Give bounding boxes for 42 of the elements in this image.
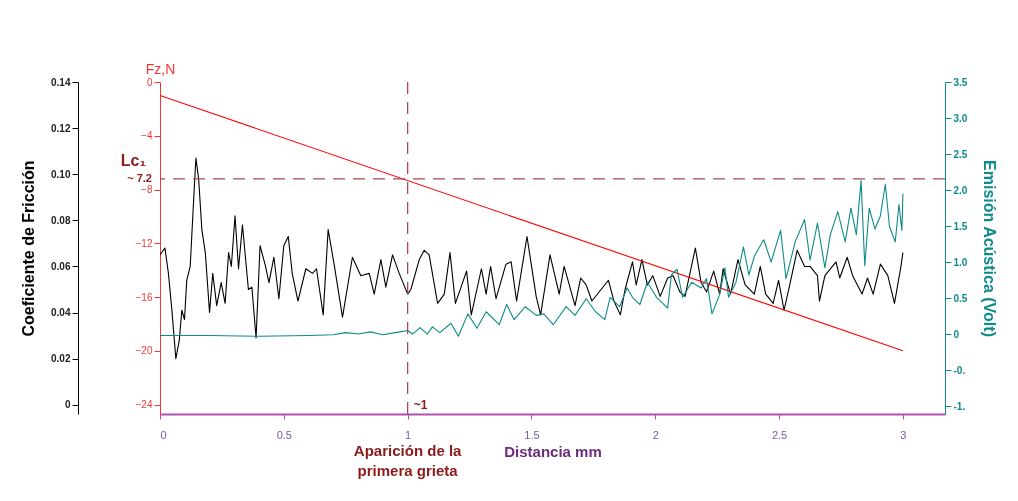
ref-line-label: ~1 xyxy=(413,398,428,412)
y2-axis-title: Fz,N xyxy=(145,60,176,77)
y-tick-label: 0.08 xyxy=(51,214,71,226)
x-tick-label: 2 xyxy=(652,428,659,441)
ref-line-label: Lc₁ xyxy=(120,151,147,169)
y-tick-label: 0.02 xyxy=(51,353,71,365)
x-tick-label: 1.5 xyxy=(524,428,540,441)
line-series xyxy=(160,180,904,337)
y3-tick-label: 1.0 xyxy=(953,256,968,268)
y-tick-label: 0.12 xyxy=(51,122,71,134)
y3-tick-label: 1.5 xyxy=(953,220,968,232)
y3-tick-label: -1. xyxy=(953,400,966,412)
y3-tick-label: 0.5 xyxy=(953,292,968,304)
x-tick-label: 1 xyxy=(405,428,412,441)
y2-tick-label: 0 xyxy=(146,76,153,88)
y-tick-label: 0.04 xyxy=(51,307,71,319)
x-tick-label: 2.5 xyxy=(771,428,788,441)
x-axis-title: Distancia mm xyxy=(504,442,602,460)
y-tick-label: 0 xyxy=(64,399,71,411)
y-axis-title: Coeficiente de Fricción xyxy=(20,160,38,337)
x-tick-label: 3 xyxy=(900,428,907,441)
y2-tick-label: −8 xyxy=(141,184,153,196)
text: ~ 7.2 xyxy=(127,171,152,184)
x-tick-label: 0.5 xyxy=(276,428,292,441)
y2-tick-label: −12 xyxy=(135,237,153,249)
y3-axis-title: Emisión Acústica (Volt) xyxy=(981,160,999,337)
y3-tick-label: 2.0 xyxy=(953,184,968,196)
y2-tick-label: −20 xyxy=(135,345,153,357)
y3-tick-label: -0. xyxy=(953,364,966,376)
y3-tick-label: 0 xyxy=(953,328,960,340)
y-tick-label: 0.10 xyxy=(51,168,71,180)
y3-tick-label: 3.0 xyxy=(953,112,968,124)
y2-tick-label: −4 xyxy=(141,130,153,142)
y3-tick-label: 3.5 xyxy=(953,76,968,88)
line-series xyxy=(160,157,904,360)
text: Aparición de la primera grieta xyxy=(353,442,463,479)
y-tick-label: 0.14 xyxy=(51,76,71,88)
y2-tick-label: −24 xyxy=(135,399,153,411)
y-tick-label: 0.06 xyxy=(51,260,71,272)
x-tick-label: 0 xyxy=(160,428,167,441)
y2-tick-label: −16 xyxy=(135,291,153,303)
y3-tick-label: 2.5 xyxy=(953,148,968,160)
